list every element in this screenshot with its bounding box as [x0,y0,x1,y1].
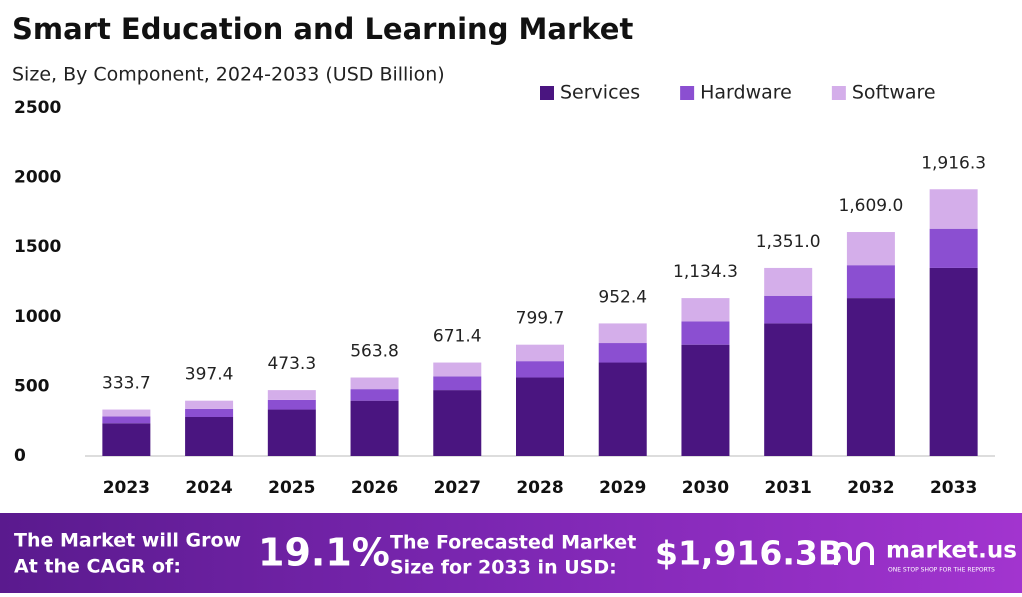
brand: market.us [886,538,1017,564]
x-tick-label: 2030 [682,478,729,498]
bar-segment [681,298,730,322]
total-label: 473.3 [267,354,316,374]
x-tick-label: 2029 [599,478,646,498]
bar-segment [102,423,151,456]
y-tick-label: 1500 [14,237,61,257]
bar-segment [929,267,978,456]
tagline: ONE STOP SHOP FOR THE REPORTS [888,567,995,574]
bar-segment [267,390,316,400]
x-tick-label: 2025 [268,478,315,498]
x-tick-label: 2026 [351,478,398,498]
bar-segment [598,323,647,344]
bar-segment [267,409,316,456]
legend-swatch [831,86,846,100]
x-tick-label: 2033 [930,478,977,498]
bar-segment [846,265,895,299]
bar-segment [433,362,482,377]
total-label: 1,351.0 [756,232,821,252]
legend-label: Software [852,82,936,104]
bar-segment [350,377,399,390]
legend-swatch [680,86,695,100]
bar-segment [598,362,647,456]
total-label: 671.4 [433,327,482,347]
bar-segment [764,295,813,324]
bar-segment [185,400,234,409]
bar-segment [764,323,813,456]
bar-segment [929,228,978,268]
chart-subtitle: Size, By Component, 2024-2033 (USD Billi… [12,64,445,86]
x-tick-label: 2031 [765,478,812,498]
bar-segment [516,377,564,456]
forecast-text: The Forecasted Market [390,532,636,554]
y-tick-label: 0 [14,446,26,466]
legend-swatch [540,86,554,100]
bar-segment [102,416,151,424]
legend-label: Hardware [700,82,792,104]
bar-segment [681,344,730,456]
bar-segment [185,408,234,417]
bar-segment [267,399,316,410]
forecast-value: $1,916.3B [655,534,843,573]
bar-segment [102,409,151,417]
bar-segment [350,400,399,456]
y-tick-label: 2500 [14,98,61,118]
total-label: 333.7 [102,374,151,394]
bar-segment [516,361,564,378]
bar-segment [350,389,399,401]
bar-segment [846,298,895,456]
total-label: 397.4 [185,365,234,385]
y-tick-label: 1000 [14,307,61,327]
bar-segment [185,416,234,456]
x-tick-label: 2027 [434,478,481,498]
total-label: 563.8 [350,342,399,362]
x-tick-label: 2032 [847,478,894,498]
y-tick-label: 2000 [14,168,61,188]
total-label: 1,609.0 [838,196,903,216]
bar-segment [764,267,813,296]
cagr-value: 19.1% [258,531,390,575]
cagr-text: At the CAGR of: [14,556,181,578]
x-tick-label: 2023 [103,478,150,498]
chart-title: Smart Education and Learning Market [12,12,633,46]
legend-label: Services [560,82,640,104]
x-tick-label: 2028 [516,478,563,498]
bar-segment [516,344,564,362]
total-label: 952.4 [598,287,647,307]
bar-segment [929,189,978,229]
bar-segment [846,232,895,266]
brand-icon [834,542,874,565]
bar-segment [681,321,730,345]
bar-segment [433,390,482,456]
cagr-text: The Market will Grow [14,530,241,552]
forecast-text: Size for 2033 in USD: [390,557,617,579]
bar-segment [433,376,482,391]
total-label: 1,134.3 [673,262,738,282]
total-label: 799.7 [516,309,565,329]
total-label: 1,916.3 [921,153,986,173]
x-tick-label: 2024 [185,478,232,498]
y-tick-label: 500 [14,376,50,396]
bar-segment [598,343,647,363]
